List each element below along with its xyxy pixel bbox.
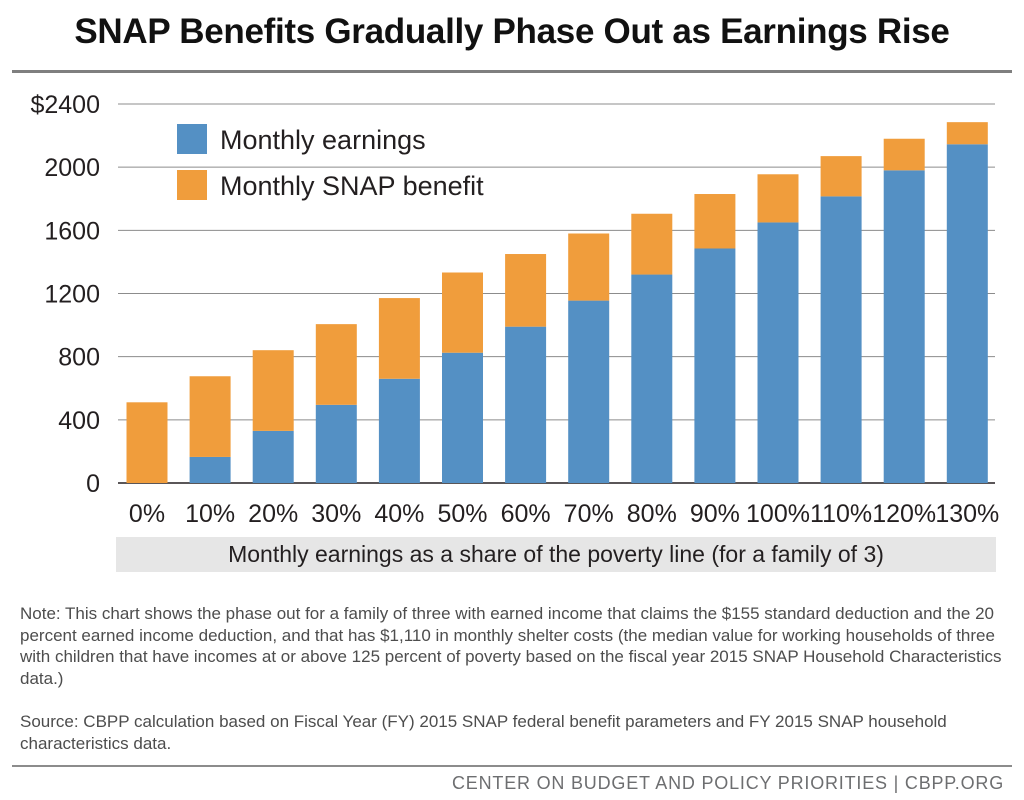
bar-monthly-earnings xyxy=(757,222,799,483)
y-tick-label: 1200 xyxy=(44,281,100,309)
title-divider xyxy=(12,70,1012,73)
y-tick-label: 2000 xyxy=(44,154,100,182)
x-tick-label: 70% xyxy=(564,500,614,528)
bar-monthly-snap-benefit xyxy=(252,350,294,431)
bar-monthly-snap-benefit xyxy=(315,324,357,405)
x-axis-label: Monthly earnings as a share of the pover… xyxy=(116,537,996,572)
x-tick-label: 20% xyxy=(248,500,298,528)
x-tick-label: 0% xyxy=(129,500,165,528)
bars xyxy=(126,122,988,484)
x-tick-label: 30% xyxy=(311,500,361,528)
legend-label: Monthly earnings xyxy=(220,125,426,155)
bar-monthly-snap-benefit xyxy=(442,272,483,353)
y-tick-label: 1600 xyxy=(44,217,100,245)
x-tick-label: 110% xyxy=(810,500,872,528)
legend-swatch xyxy=(177,170,207,200)
bar-monthly-snap-benefit xyxy=(757,174,799,223)
x-tick-label: 120% xyxy=(872,500,936,528)
x-tick-label: 10% xyxy=(185,500,235,528)
y-tick-label: $2400 xyxy=(30,91,100,119)
bar-monthly-earnings xyxy=(820,196,862,483)
bar-monthly-earnings xyxy=(252,430,294,483)
bar-monthly-snap-benefit xyxy=(126,402,168,483)
y-axis-ticks: 0 400 800 1200 1600 2000 $2400 xyxy=(30,91,100,498)
y-tick-label: 400 xyxy=(58,407,100,435)
bar-monthly-snap-benefit xyxy=(631,213,673,275)
bar-monthly-snap-benefit xyxy=(883,138,925,171)
legend: Monthly earnings Monthly SNAP benefit xyxy=(177,124,484,201)
chart-title: SNAP Benefits Gradually Phase Out as Ear… xyxy=(74,12,950,51)
bar-monthly-snap-benefit xyxy=(694,194,736,249)
bar-monthly-snap-benefit xyxy=(946,122,988,145)
chart-note: Note: This chart shows the phase out for… xyxy=(20,604,1002,688)
y-tick-label: 800 xyxy=(58,344,100,372)
bar-monthly-snap-benefit xyxy=(378,298,420,379)
y-tick-label: 0 xyxy=(86,470,100,498)
x-tick-label: 130% xyxy=(935,500,999,528)
bar-monthly-earnings xyxy=(883,170,925,483)
x-tick-label: 40% xyxy=(374,500,424,528)
bar-monthly-earnings xyxy=(946,144,988,484)
chart-source: Source: CBPP calculation based on Fiscal… xyxy=(20,712,947,753)
bar-monthly-earnings xyxy=(315,404,357,483)
x-tick-label: 80% xyxy=(627,500,677,528)
bar-monthly-snap-benefit xyxy=(189,376,231,457)
bar-monthly-earnings xyxy=(505,326,547,483)
x-tick-label: 90% xyxy=(690,500,740,528)
bar-monthly-earnings xyxy=(568,300,610,483)
bar-monthly-earnings xyxy=(189,456,231,483)
stacked-bar-chart: 0 400 800 1200 1600 2000 $2400 0% 10% 20% 30% 40% 5… xyxy=(30,91,999,528)
legend-label: Monthly SNAP benefit xyxy=(220,171,484,201)
bar-monthly-snap-benefit xyxy=(820,156,862,197)
bar-monthly-snap-benefit xyxy=(568,233,610,301)
footer-credit: CENTER ON BUDGET AND POLICY PRIORITIES |… xyxy=(452,773,1004,793)
footer-divider xyxy=(12,765,1012,767)
x-tick-label: 50% xyxy=(437,500,487,528)
bar-monthly-snap-benefit xyxy=(505,254,547,327)
legend-swatch xyxy=(177,124,207,154)
x-tick-label: 60% xyxy=(501,500,551,528)
bar-monthly-earnings xyxy=(378,378,420,483)
gridlines xyxy=(118,103,995,484)
x-axis-ticks: 0% 10% 20% 30% 40% 50% 60% 70% 80% 90% 100% 110% 120… xyxy=(129,500,999,528)
x-tick-label: 100% xyxy=(746,500,810,528)
bar-monthly-earnings xyxy=(442,352,483,483)
bar-monthly-earnings xyxy=(631,274,673,483)
bar-monthly-earnings xyxy=(694,248,736,483)
